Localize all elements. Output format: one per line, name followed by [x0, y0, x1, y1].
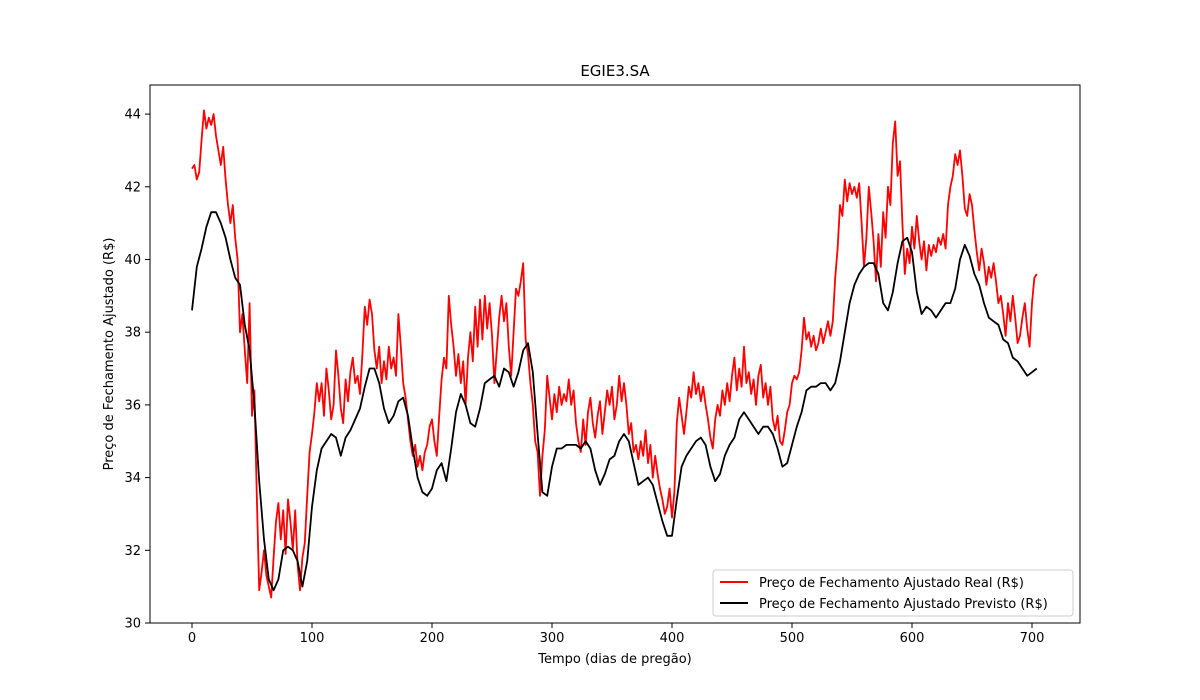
y-tick-label: 38 [124, 326, 141, 341]
legend: Preço de Fechamento Ajustado Real (R$) P… [712, 569, 1074, 617]
x-tick-label: 500 [780, 631, 805, 646]
y-tick-label: 42 [124, 180, 141, 195]
legend-label-predicted: Preço de Fechamento Ajustado Previsto (R… [759, 597, 1048, 612]
series-layer [191, 109, 1038, 599]
y-tick-label: 40 [124, 253, 141, 268]
x-tick-label: 0 [188, 631, 196, 646]
series-line-real [191, 109, 1038, 599]
x-tick-label: 300 [540, 631, 565, 646]
x-tick-label: 200 [420, 631, 445, 646]
x-axis: 0 100 200 300 400 500 600 700 [188, 623, 1045, 646]
x-tick-label: 700 [1020, 631, 1045, 646]
x-tick-label: 600 [900, 631, 925, 646]
y-tick-label: 34 [124, 471, 141, 486]
y-axis-label: Preço de Fechamento Ajustado (R$) [102, 238, 117, 471]
legend-box [712, 569, 1074, 617]
legend-label-real: Preço de Fechamento Ajustado Real (R$) [759, 576, 1024, 591]
series-line-predicted [191, 211, 1038, 592]
chart-title: EGIE3.SA [580, 62, 650, 80]
y-tick-label: 36 [124, 398, 141, 413]
plot-area-frame [149, 84, 1081, 624]
y-tick-label: 30 [124, 617, 141, 632]
x-tick-label: 100 [300, 631, 325, 646]
y-tick-label: 44 [124, 108, 141, 123]
x-axis-label: Tempo (dias de pregão) [537, 652, 691, 667]
y-tick-label: 32 [124, 544, 141, 559]
x-tick-label: 400 [660, 631, 685, 646]
y-axis: 30 32 34 36 38 40 42 44 [124, 108, 150, 632]
